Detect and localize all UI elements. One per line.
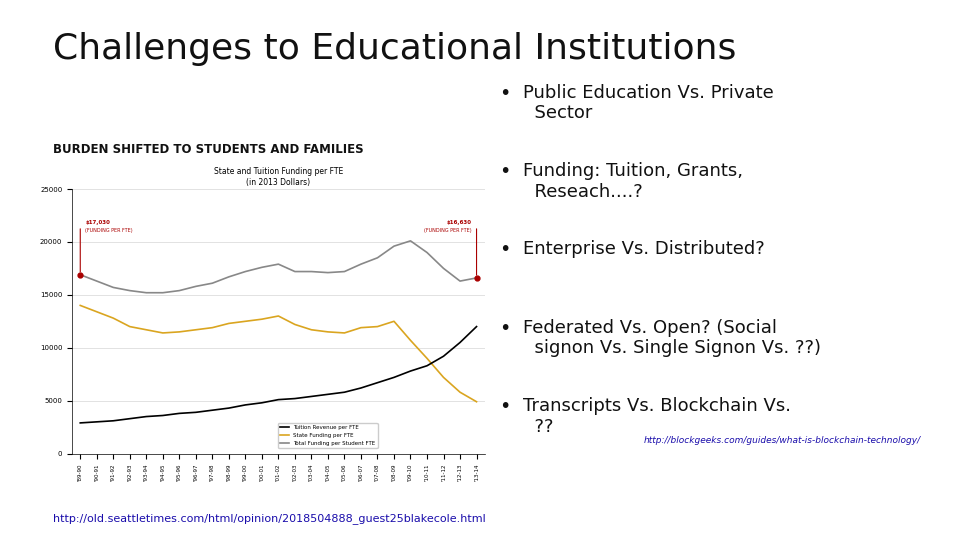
Text: •: • (499, 240, 511, 259)
Text: $16,630: $16,630 (446, 220, 471, 225)
Text: Transcripts Vs. Blockchain Vs.
  ??: Transcripts Vs. Blockchain Vs. ?? (523, 397, 791, 436)
Text: •: • (499, 397, 511, 416)
Text: Federated Vs. Open? (Social
  signon Vs. Single Signon Vs. ??): Federated Vs. Open? (Social signon Vs. S… (523, 319, 821, 357)
Text: (FUNDING PER FTE): (FUNDING PER FTE) (85, 228, 132, 233)
Text: •: • (499, 84, 511, 103)
Text: BURDEN SHIFTED TO STUDENTS AND FAMILIES: BURDEN SHIFTED TO STUDENTS AND FAMILIES (53, 143, 364, 156)
Text: Funding: Tuition, Grants,
  Reseach....?: Funding: Tuition, Grants, Reseach....? (523, 162, 743, 201)
Text: •: • (499, 319, 511, 338)
Legend: Tuition Revenue per FTE, State Funding per FTE, Total Funding per Student FTE: Tuition Revenue per FTE, State Funding p… (278, 423, 377, 448)
Text: Public Education Vs. Private
  Sector: Public Education Vs. Private Sector (523, 84, 774, 123)
Text: Challenges to Educational Institutions: Challenges to Educational Institutions (53, 32, 736, 66)
Text: http://blockgeeks.com/guides/what-is-blockchain-technology/: http://blockgeeks.com/guides/what-is-blo… (643, 436, 921, 446)
Text: (FUNDING PER FTE): (FUNDING PER FTE) (424, 228, 471, 233)
Text: •: • (499, 162, 511, 181)
Text: Enterprise Vs. Distributed?: Enterprise Vs. Distributed? (523, 240, 765, 258)
Text: http://old.seattletimes.com/html/opinion/2018504888_guest25blakecole.html: http://old.seattletimes.com/html/opinion… (53, 513, 486, 524)
Title: State and Tuition Funding per FTE
(in 2013 Dollars): State and Tuition Funding per FTE (in 20… (214, 167, 343, 187)
Text: $17,030: $17,030 (85, 220, 110, 225)
